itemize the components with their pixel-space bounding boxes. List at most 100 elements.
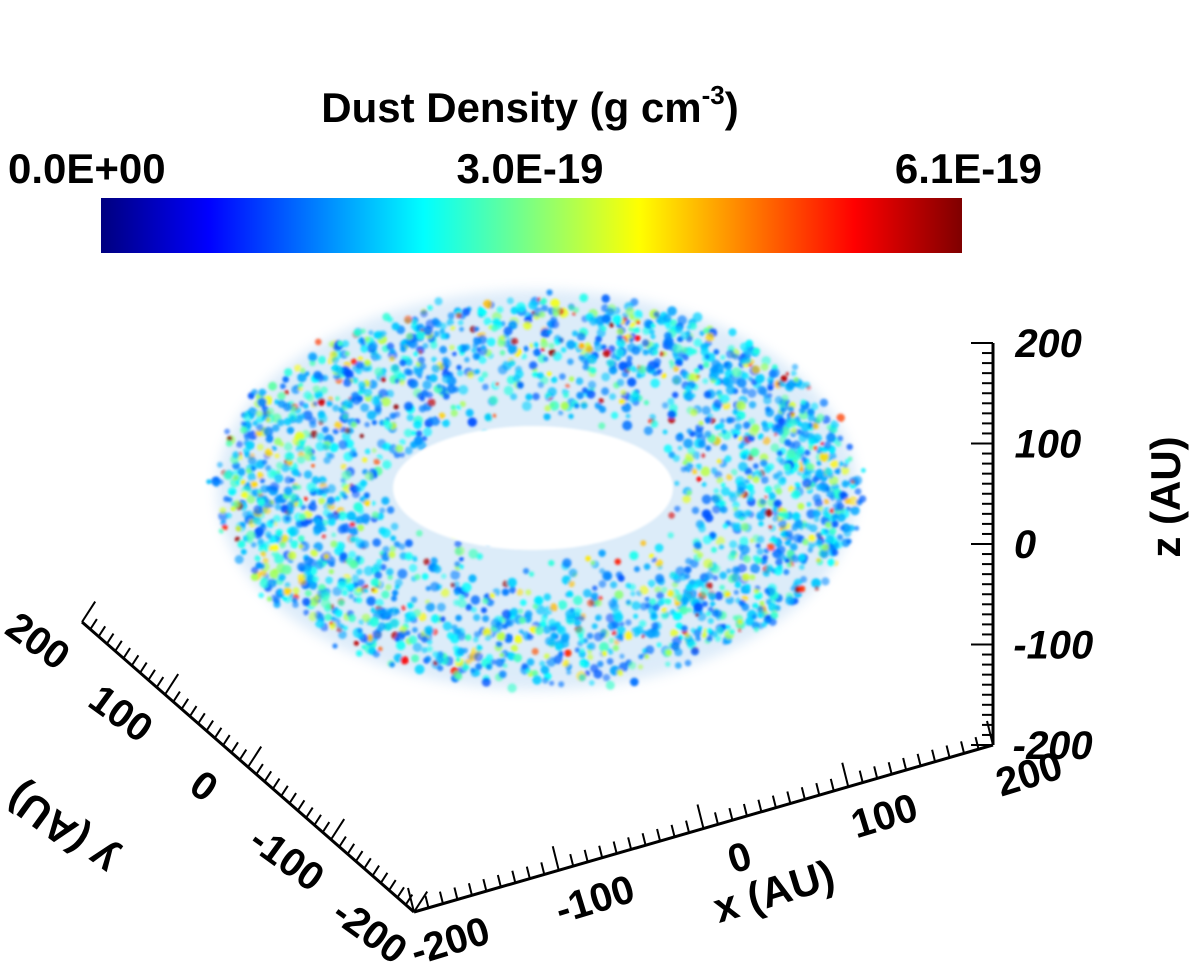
y-major-tick [164, 673, 180, 696]
dust-cell [719, 369, 724, 374]
dust-cell [682, 460, 688, 466]
dust-cell [345, 577, 352, 584]
dust-cell [792, 440, 801, 450]
dust-cell [590, 664, 599, 673]
dust-cell [501, 588, 510, 596]
dust-cell [608, 599, 617, 608]
dust-cell [698, 440, 706, 448]
dust-cell [542, 625, 552, 634]
dust-cell [617, 574, 625, 582]
dust-cell [693, 541, 702, 550]
dust-cell [338, 439, 348, 450]
dust-cell [337, 580, 347, 590]
dust-cell [790, 413, 796, 419]
x-minor-tick [945, 745, 951, 758]
dust-cell [786, 549, 795, 558]
dust-cell [586, 643, 593, 651]
colorbar-min-label: 0.0E+00 [8, 145, 166, 192]
dust-cell [776, 427, 784, 436]
dust-cell [529, 313, 534, 319]
dust-cell [523, 345, 529, 351]
dust-cell [499, 350, 506, 356]
dust-cell [821, 506, 832, 517]
dust-cell [586, 389, 596, 399]
x-minor-tick [511, 870, 517, 884]
dust-cell [622, 420, 633, 431]
dust-cell [767, 542, 775, 551]
dust-cell [692, 583, 699, 590]
dust-cell [423, 427, 433, 437]
dust-cell [707, 617, 714, 625]
dust-cell [524, 615, 532, 624]
dust-cell [397, 568, 408, 579]
dust-cell [759, 498, 767, 506]
dust-cell [740, 342, 749, 351]
dust-cell [680, 596, 689, 605]
dust-cell [732, 501, 740, 509]
dust-cell [503, 385, 514, 396]
dust-cell [453, 599, 460, 606]
dust-cell [457, 599, 467, 608]
dust-cell [704, 416, 712, 424]
dust-cell [703, 361, 710, 368]
dust-cell [848, 496, 859, 506]
dust-cell [240, 479, 246, 486]
dust-cell [740, 544, 750, 555]
dust-cell [641, 339, 650, 347]
dust-cell [465, 408, 474, 417]
dust-cell [253, 529, 263, 539]
dust-cell [256, 443, 264, 451]
dust-cell [218, 511, 229, 521]
y-minor-tick [255, 763, 264, 775]
dust-cell [507, 683, 517, 693]
dust-cell [349, 449, 357, 458]
dust-cell [356, 650, 363, 657]
dust-cell [549, 680, 555, 686]
dust-cell [359, 433, 364, 439]
dust-cell [349, 526, 359, 536]
dust-cell [735, 415, 741, 422]
dust-cell [297, 535, 305, 542]
dust-cell [594, 402, 602, 410]
dust-cell [341, 470, 352, 480]
dust-cell [656, 591, 664, 600]
dust-cell [266, 407, 275, 416]
dust-cell [538, 311, 546, 318]
dust-cell [674, 505, 681, 512]
dust-cell [740, 358, 747, 365]
dust-cell [429, 374, 438, 383]
dust-cell [616, 378, 625, 387]
dust-cell [230, 505, 236, 512]
dust-cell [841, 480, 850, 488]
dust-cell [363, 492, 370, 499]
dust-cell [526, 658, 535, 666]
dust-cell [625, 599, 631, 605]
dust-cell [327, 517, 336, 526]
dust-cell [413, 436, 423, 446]
dust-cell [589, 367, 597, 374]
dust-cell [391, 322, 400, 331]
dust-cell [284, 390, 289, 395]
y-minor-tick [355, 850, 364, 862]
dust-cell [647, 579, 656, 588]
dust-cell [667, 589, 675, 598]
dust-cell [408, 378, 419, 389]
dust-cell [709, 531, 717, 539]
dust-cell [377, 622, 387, 631]
y-minor-tick [313, 814, 322, 826]
dust-cell [602, 349, 611, 358]
dust-cell [667, 340, 674, 346]
dust-cell [663, 314, 672, 323]
dust-cell [396, 631, 406, 641]
dust-cell [344, 351, 350, 357]
dust-cell [830, 420, 839, 429]
dust-cell [686, 607, 693, 613]
dust-cell [597, 660, 604, 668]
dust-cell [455, 312, 462, 319]
dust-cell [774, 396, 783, 405]
dust-cell [436, 602, 446, 612]
dust-cell [815, 532, 823, 539]
dust-cell [792, 512, 801, 521]
dust-cell [273, 597, 280, 604]
dust-cell [695, 613, 699, 617]
